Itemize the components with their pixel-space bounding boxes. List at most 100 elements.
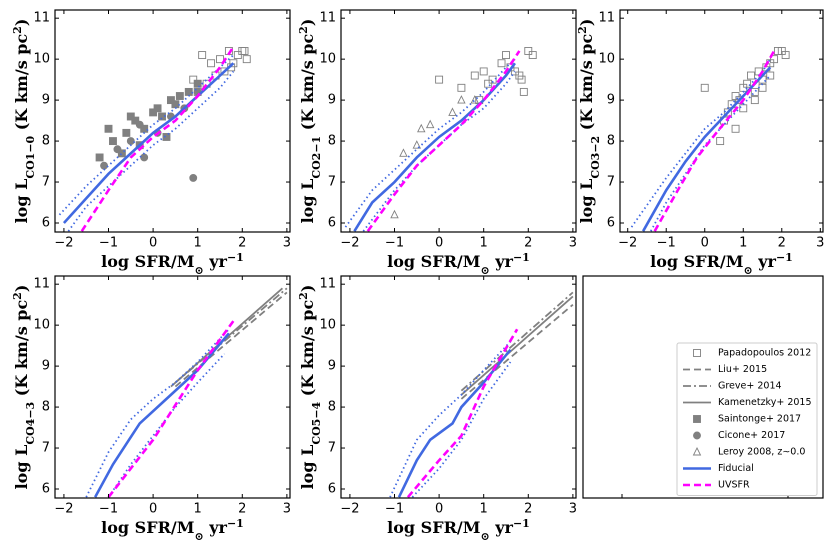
point <box>126 137 135 146</box>
axis-label: log LCO2−1 (K km/s pc2) <box>297 19 323 224</box>
point <box>524 47 533 55</box>
axis-label: log LCO4−3 (K km/s pc2) <box>11 285 37 490</box>
label-part: 2 <box>11 26 24 34</box>
x-tick-label: 2 <box>524 236 532 251</box>
frame <box>54 275 291 499</box>
x-tick-label: −2 <box>618 236 637 251</box>
y-tick-label: 7 <box>607 175 615 190</box>
x-tick-label: 0 <box>435 502 443 517</box>
label-part: ) <box>12 285 31 293</box>
axis-label: log LCO3−2 (K km/s pc2) <box>576 19 602 224</box>
legend-label: UVSFR <box>718 480 750 491</box>
x-tick-label: −1 <box>385 502 404 517</box>
plot-area <box>630 47 790 232</box>
x-tick-label: 1 <box>194 502 202 517</box>
x-tick-label: 0 <box>435 236 443 251</box>
label-part: log SFR/M <box>650 252 743 271</box>
point <box>766 71 775 80</box>
point <box>417 123 426 133</box>
line <box>460 295 574 396</box>
y-tick-label: 9 <box>42 93 50 108</box>
y-tick-label: 6 <box>42 481 50 496</box>
label-part: CO4−3 <box>24 402 37 445</box>
line <box>58 54 234 216</box>
line <box>460 303 574 400</box>
point <box>457 83 466 92</box>
y-tick-label: 10 <box>319 52 336 67</box>
point <box>184 87 193 96</box>
point <box>457 95 466 104</box>
point <box>238 47 247 55</box>
point <box>153 104 162 113</box>
y-tick-label: 8 <box>42 400 50 415</box>
point <box>758 83 767 92</box>
y-tick-label: 8 <box>42 134 50 149</box>
frame <box>340 275 577 499</box>
label-part: −1 <box>227 517 244 530</box>
legend-label: Papadopoulos 2012 <box>718 348 811 359</box>
label-part: log SFR/M <box>387 518 480 537</box>
point <box>131 116 140 125</box>
line <box>653 50 776 232</box>
point <box>198 51 207 60</box>
x-tick-label: 2 <box>778 236 786 251</box>
x-tick-label: 2 <box>238 236 246 251</box>
label-part: log L <box>577 179 596 224</box>
y-tick-label: 9 <box>328 359 336 374</box>
label-part: yr <box>490 252 514 271</box>
label-part: log L <box>298 179 317 224</box>
line <box>344 58 516 228</box>
label-part: ⊙ <box>480 264 489 277</box>
label-part: ⊙ <box>743 264 752 277</box>
point <box>515 71 524 80</box>
line <box>93 332 230 498</box>
label-part: CO5−4 <box>310 401 323 444</box>
line <box>460 291 574 392</box>
y-tick-label: 9 <box>328 93 336 108</box>
point <box>470 71 479 80</box>
label-part: CO1−0 <box>24 135 37 178</box>
label-part: yr <box>490 518 514 537</box>
y-tick-label: 11 <box>33 277 50 292</box>
line <box>107 320 235 498</box>
x-tick-label: 1 <box>194 236 202 251</box>
point <box>189 75 198 84</box>
x-tick-label: −1 <box>385 236 404 251</box>
point <box>519 87 528 96</box>
y-tick-label: 10 <box>598 52 615 67</box>
label-part: ⊙ <box>194 264 203 277</box>
point <box>528 51 537 60</box>
point <box>412 140 422 149</box>
point <box>189 173 198 182</box>
point <box>117 149 126 158</box>
x-tick-label: 1 <box>739 236 747 251</box>
y-tick-label: 7 <box>328 441 336 456</box>
label-part: yr <box>204 518 228 537</box>
point <box>700 83 709 92</box>
frame <box>54 9 291 233</box>
line <box>174 287 288 384</box>
x-tick-label: 3 <box>569 236 577 251</box>
point <box>126 112 135 121</box>
point <box>104 124 113 133</box>
label-part: 2 <box>297 26 310 34</box>
point <box>693 431 701 440</box>
x-tick-label: 0 <box>149 502 157 517</box>
point <box>770 55 779 64</box>
line <box>362 70 516 232</box>
axis-label: log SFR/M⊙ yr−1 <box>387 251 530 277</box>
point <box>750 96 759 105</box>
label-part: (K km/s pc <box>12 34 31 136</box>
point <box>229 59 238 68</box>
point <box>484 79 493 88</box>
x-tick-label: −2 <box>54 236 73 251</box>
axis-label: log LCO1−0 (K km/s pc2) <box>11 19 37 224</box>
plot-area <box>85 287 288 498</box>
label-part: CO3−2 <box>589 136 602 179</box>
label-part: log L <box>12 445 31 490</box>
point <box>743 79 752 88</box>
label-part: (K km/s pc <box>298 300 317 402</box>
point <box>731 124 740 133</box>
label-part: 2 <box>11 292 24 300</box>
